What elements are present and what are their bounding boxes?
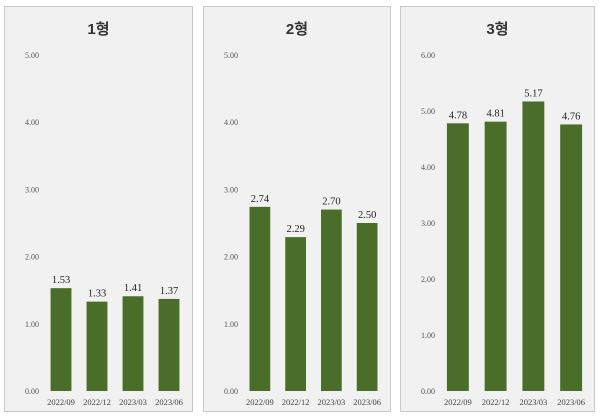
chart-panel-3: 3형 0.00 1.00 2.00 3.00 4.00 5.00 6.00 4.78 2022/0… [400,6,595,412]
x-tick-label: 2023/03 [317,397,345,407]
y-tick-label: 0.00 [421,387,435,396]
chart-panel-2: 2형 0.00 1.00 2.00 3.00 4.00 5.00 2.74 2022/09 2.2… [203,6,391,412]
y-tick-label: 5.00 [25,51,39,60]
y-tick-label: 0.00 [25,387,39,396]
data-label: 1.53 [52,275,70,286]
bar [522,101,545,391]
y-tick-label: 3.00 [25,185,39,194]
x-tick-label: 2023/06 [557,397,585,407]
y-tick-label: 6.00 [421,51,435,60]
data-label: 2.74 [251,194,270,205]
data-label: 4.76 [562,111,580,122]
y-tick-label: 4.00 [224,118,238,127]
bar [446,123,469,391]
chart-2: 2형 0.00 1.00 2.00 3.00 4.00 5.00 2.74 2022/09 2.2… [224,21,381,407]
y-tick-label: 3.00 [224,185,238,194]
chart-panel-1: 1형 0.00 1.00 2.00 3.00 4.00 5.00 1.53 2022/09 1.3… [4,6,193,412]
x-tick-label: 2023/03 [119,397,147,407]
bar [356,223,378,391]
y-tick-label: 4.00 [25,118,39,127]
bar [484,121,507,391]
chart-3: 3형 0.00 1.00 2.00 3.00 4.00 5.00 6.00 4.78 2022/0… [421,21,585,407]
x-tick-label: 2022/12 [482,397,510,407]
bar [122,296,144,391]
y-tick-label: 1.00 [25,320,39,329]
data-label: 4.78 [449,110,467,121]
chart-1: 1형 0.00 1.00 2.00 3.00 4.00 5.00 1.53 2022/09 1.3… [25,21,183,407]
x-tick-label: 2023/06 [155,397,183,407]
x-tick-label: 2022/12 [282,397,310,407]
data-label: 1.33 [88,289,106,300]
chart-title: 2형 [286,21,308,38]
data-label: 5.17 [524,88,542,99]
y-tick-label: 2.00 [224,253,238,262]
x-tick-label: 2023/03 [519,397,547,407]
y-tick-label: 1.00 [224,320,238,329]
bar [249,206,271,391]
x-tick-label: 2023/06 [353,397,381,407]
x-tick-label: 2022/09 [444,397,472,407]
data-label: 2.70 [322,197,340,208]
bar [560,124,583,391]
y-tick-label: 1.00 [421,331,435,340]
x-tick-label: 2022/09 [47,397,75,407]
data-label: 1.37 [160,286,178,297]
y-tick-label: 5.00 [224,51,238,60]
chart-title: 3형 [486,21,508,38]
y-tick-label: 3.00 [421,219,435,228]
y-tick-label: 2.00 [25,253,39,262]
data-label: 1.41 [124,283,142,294]
bar [50,288,72,391]
bar [158,298,180,391]
y-tick-label: 4.00 [421,163,435,172]
data-label: 4.81 [486,109,504,120]
data-label: 2.29 [286,224,304,235]
x-tick-label: 2022/09 [246,397,274,407]
data-label: 2.50 [358,210,376,221]
bar [285,237,306,391]
x-tick-label: 2022/12 [83,397,111,407]
y-tick-label: 5.00 [421,107,435,116]
bar [86,301,108,391]
y-tick-label: 0.00 [224,387,238,396]
bar [321,209,342,391]
chart-title: 1형 [87,21,109,38]
y-tick-label: 2.00 [421,275,435,284]
